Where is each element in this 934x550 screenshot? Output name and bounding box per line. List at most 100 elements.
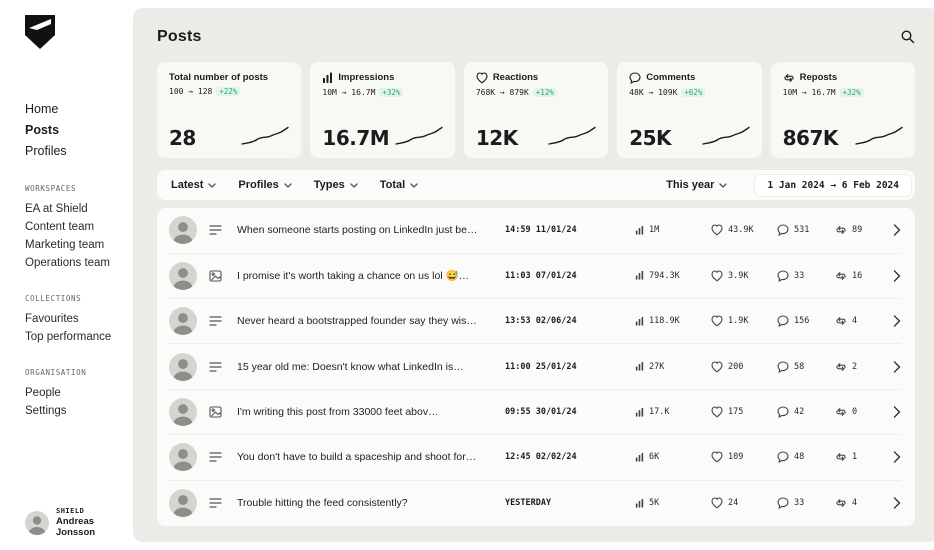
impressions-value: 118.9K	[649, 316, 680, 327]
profiles-dropdown[interactable]: Profiles	[238, 179, 292, 192]
image-post-icon	[209, 406, 223, 418]
reactions-value: 175	[728, 407, 744, 418]
sidebar-item-marketing-team[interactable]: Marketing team	[25, 239, 105, 251]
heart-icon	[476, 72, 488, 84]
chevron-right-icon[interactable]	[893, 451, 901, 464]
section-title: WORKSPACES	[25, 184, 77, 193]
heart-icon	[711, 451, 723, 463]
stat-card-total-posts[interactable]: Total number of posts 100 → 128 +22% 28	[157, 61, 302, 159]
comments-stat: 531	[777, 224, 835, 237]
chevron-down-icon	[719, 183, 728, 188]
stat-value: 16.7M	[322, 126, 390, 151]
chevron-right-icon[interactable]	[893, 315, 901, 327]
panel-header: Posts	[157, 22, 915, 52]
post-datetime: 13:53 02/06/24	[505, 316, 577, 327]
heart-icon	[711, 270, 723, 282]
comment-icon	[777, 497, 789, 509]
repost-icon	[836, 362, 846, 371]
comments-value: 33	[794, 270, 805, 281]
post-title: Trouble hitting the feed consistently?	[237, 497, 408, 510]
chevron-right-icon[interactable]	[893, 224, 901, 237]
chevron-right-icon[interactable]	[893, 360, 901, 373]
sort-dropdown[interactable]: Latest	[171, 179, 217, 192]
period-dropdown[interactable]: This year	[666, 179, 728, 192]
impressions-value: 1M	[649, 225, 660, 236]
sidebar-item-people[interactable]: People	[25, 387, 61, 399]
sidebar-item-posts[interactable]: Posts	[25, 123, 60, 137]
table-row[interactable]: Never heard a bootstrapped founder say t…	[169, 299, 901, 345]
sidebar-item-home[interactable]: Home	[25, 102, 59, 116]
stat-change-badge: +12%	[532, 87, 557, 97]
chevron-right-icon[interactable]	[893, 270, 901, 282]
reposts-stat: 4	[835, 315, 893, 327]
table-row[interactable]: Trouble hitting the feed consistently? Y…	[169, 481, 901, 526]
stat-card-reposts[interactable]: Reposts 10M → 16.7M +32% 867K	[770, 61, 916, 159]
table-row[interactable]: I promise it's worth taking a chance on …	[169, 254, 901, 300]
dropdown-label: Latest	[171, 179, 204, 192]
sparkline-chart	[855, 127, 903, 145]
repost-icon	[836, 453, 846, 462]
dropdown-label: Total	[379, 179, 406, 192]
bar-chart-icon	[323, 72, 333, 83]
sidebar-item-favourites[interactable]: Favourites	[25, 313, 79, 325]
heart-icon	[711, 224, 723, 236]
user-profile[interactable]: SHIELD Andreas Jonsson	[25, 507, 133, 538]
types-dropdown[interactable]: Types	[314, 179, 358, 191]
sidebar-item-profiles[interactable]: Profiles	[25, 144, 67, 158]
reposts-stat: 89	[835, 224, 893, 236]
table-row[interactable]: You don't have to build a spaceship and …	[169, 435, 901, 481]
impressions-stat: 1M	[635, 225, 711, 236]
heart-icon	[711, 406, 723, 418]
impressions-stat: 794.3K	[635, 270, 711, 281]
reposts-value: 89	[852, 225, 863, 236]
stat-label: Impressions	[338, 72, 395, 84]
search-icon[interactable]	[901, 30, 915, 44]
post-datetime: 11:00 25/01/24	[505, 361, 577, 372]
reposts-value: 0	[852, 407, 858, 418]
sidebar-item-content-team[interactable]: Content team	[25, 221, 95, 233]
reactions-value: 1.9K	[728, 316, 749, 327]
reactions-value: 200	[728, 361, 744, 372]
comment-icon	[777, 406, 789, 418]
chevron-right-icon[interactable]	[893, 497, 901, 509]
date-range-picker[interactable]: 1 Jan 2024 → 6 Feb 2024	[755, 174, 911, 196]
chevron-down-icon	[208, 183, 217, 188]
dropdown-label: Profiles	[238, 179, 279, 192]
text-post-icon	[209, 361, 223, 373]
sidebar-item-settings[interactable]: Settings	[25, 405, 67, 417]
section-organisation: ORGANISATION People Settings	[25, 368, 133, 420]
sidebar-item-ea-at-shield[interactable]: EA at Shield	[25, 203, 88, 215]
table-row[interactable]: I'm writing this post from 33000 feet ab…	[169, 390, 901, 436]
stat-card-reactions[interactable]: Reactions 768K → 879K +12% 12K	[463, 61, 609, 159]
text-post-icon	[209, 451, 223, 463]
reactions-stat: 1.9K	[711, 315, 777, 327]
shield-logo-icon	[25, 15, 55, 49]
post-title: When someone starts posting on LinkedIn …	[237, 224, 478, 237]
avatar	[169, 489, 197, 518]
comments-stat: 33	[777, 270, 835, 282]
stat-card-impressions[interactable]: Impressions 10M → 16.7M +32% 16.7M	[310, 61, 455, 159]
heart-icon	[711, 315, 723, 327]
table-row[interactable]: 15 year old me: Doesn't know what Linked…	[169, 344, 901, 390]
impressions-value: 5K	[649, 498, 660, 509]
total-dropdown[interactable]: Total	[380, 179, 418, 191]
stat-card-comments[interactable]: Comments 48K → 109K +62% 25K	[617, 61, 762, 159]
sidebar-item-operations-team[interactable]: Operations team	[25, 257, 111, 269]
impressions-stat: 118.9K	[635, 316, 711, 327]
reactions-stat: 3.9K	[711, 270, 777, 282]
chevron-right-icon[interactable]	[893, 406, 901, 418]
dropdown-label: This year	[666, 179, 715, 192]
table-row[interactable]: When someone starts posting on LinkedIn …	[169, 208, 901, 254]
stat-range: 48K → 109K	[629, 87, 678, 97]
sidebar-item-top-performance[interactable]: Top performance	[25, 331, 112, 343]
post-datetime: 12:45 02/02/24	[505, 452, 577, 463]
section-title: COLLECTIONS	[25, 294, 82, 303]
comments-stat: 48	[777, 451, 835, 463]
impressions-value: 27K	[649, 361, 665, 372]
comment-icon	[629, 72, 641, 84]
stat-range: 10M → 16.7M	[322, 87, 376, 97]
stat-cards: Total number of posts 100 → 128 +22% 28 I…	[157, 61, 916, 159]
bar-chart-icon	[635, 316, 644, 326]
reactions-value: 24	[728, 498, 739, 509]
